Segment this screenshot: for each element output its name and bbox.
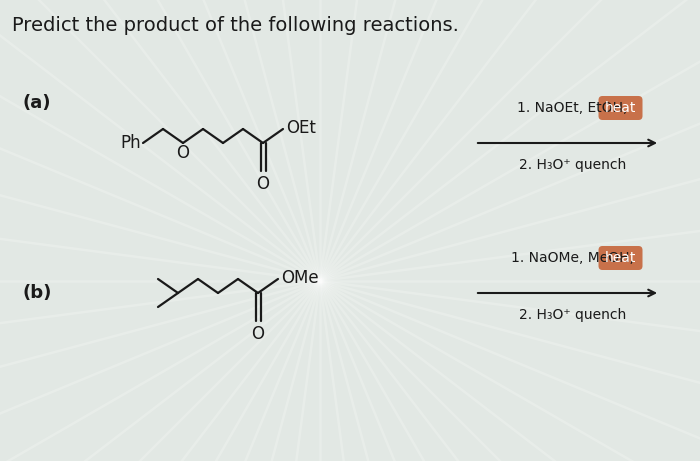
Text: Predict the product of the following reactions.: Predict the product of the following rea…	[12, 16, 459, 35]
Text: (b): (b)	[22, 284, 51, 302]
Text: Ph: Ph	[120, 134, 141, 152]
Text: 1. NaOEt, EtOH,: 1. NaOEt, EtOH,	[517, 101, 628, 115]
Text: heat: heat	[605, 101, 636, 115]
Text: OEt: OEt	[286, 119, 316, 137]
Text: (a): (a)	[22, 94, 50, 112]
Text: O: O	[256, 175, 270, 193]
Text: O: O	[251, 325, 265, 343]
Text: O: O	[176, 144, 190, 162]
Text: 2. H₃O⁺ quench: 2. H₃O⁺ quench	[519, 308, 626, 322]
Text: 1. NaOMe, MeOH,: 1. NaOMe, MeOH,	[511, 251, 634, 265]
Text: heat: heat	[605, 251, 636, 265]
FancyBboxPatch shape	[598, 96, 643, 120]
FancyBboxPatch shape	[598, 246, 643, 270]
Text: OMe: OMe	[281, 269, 318, 287]
Text: 2. H₃O⁺ quench: 2. H₃O⁺ quench	[519, 158, 626, 172]
